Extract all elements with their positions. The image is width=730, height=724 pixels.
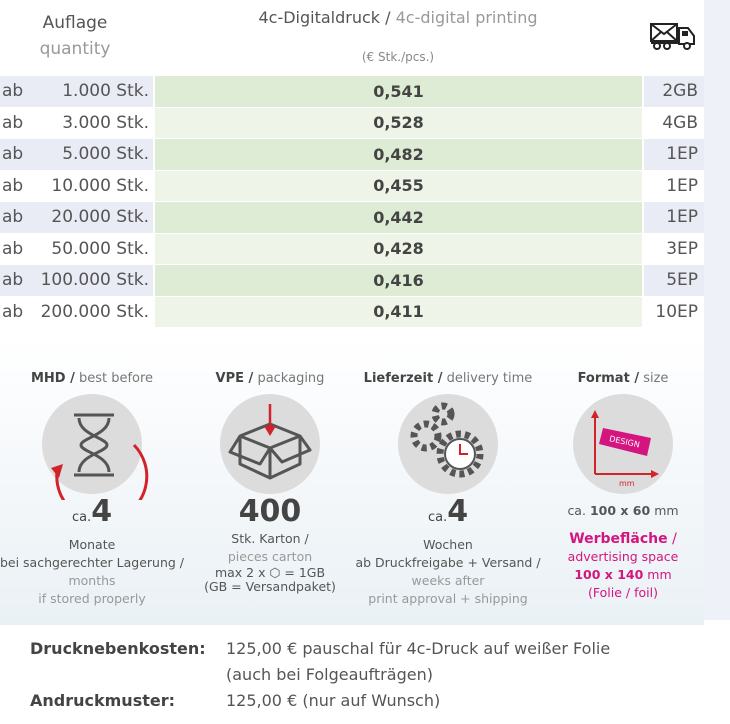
format-design-icon: DESIGN mm: [573, 394, 673, 494]
cell-ship: 1EP: [644, 202, 704, 233]
table-row: ab 20.000 Stk. 0,442 1EP: [0, 202, 704, 233]
cell-ab: ab: [2, 175, 24, 196]
info-delivery-time: Lieferzeit / delivery time ca.4 Wochen a…: [355, 371, 541, 606]
cell-ab: ab: [0, 139, 28, 170]
cell-price: 0,428: [153, 233, 644, 264]
cell-ship: 3EP: [666, 238, 698, 259]
cell-ship: 2GB: [644, 76, 704, 107]
cell-qty: 10.000 Stk.: [51, 175, 149, 196]
table-row: ab 100.000 Stk. 0,416 5EP: [0, 265, 704, 296]
cell-ab: ab: [2, 301, 24, 322]
cell-qty: 20.000 Stk.: [28, 202, 153, 233]
cell-ship: 4GB: [662, 112, 698, 133]
cell-price: 0,455: [153, 170, 644, 201]
cell-ship: 1EP: [666, 175, 698, 196]
info-format: Format / size DESIGN mm ca. 100 x 60 mm W…: [567, 371, 679, 600]
side-strip: [704, 0, 730, 620]
gears-clock-icon: [398, 394, 498, 494]
cell-qty: 1.000 Stk.: [28, 76, 153, 107]
cell-qty: 3.000 Stk.: [62, 112, 149, 133]
print-header: 4c-Digitaldruck / 4c-digital printing: [258, 8, 538, 27]
table-row: ab 1.000 Stk. 0,541 2GB: [0, 76, 704, 107]
cell-ab: ab: [2, 238, 24, 259]
cell-price: 0,528: [153, 107, 644, 138]
cell-price: 0,442: [153, 202, 644, 233]
table-row: ab 50.000 Stk. 0,428 3EP: [0, 233, 704, 264]
hourglass-icon: [42, 394, 149, 500]
table-row: ab 200.000 Stk. 0,411 10EP: [0, 296, 704, 327]
cell-price: 0,541: [153, 76, 644, 107]
table-row: ab 5.000 Stk. 0,482 1EP: [0, 139, 704, 170]
info-packaging: VPE / packaging 400 Stk. Karton / pieces…: [204, 371, 336, 594]
cell-price: 0,482: [153, 139, 644, 170]
unit-label: (€ Stk./pcs.): [361, 50, 435, 64]
cell-qty: 200.000 Stk.: [40, 301, 149, 322]
cell-ab: ab: [0, 265, 28, 296]
quantity-header: Auflage quantity: [39, 13, 111, 59]
table-header: Auflage quantity 4c-Digitaldruck / 4c-dig…: [0, 0, 704, 75]
cell-price: 0,411: [153, 296, 644, 327]
cell-ab: ab: [0, 202, 28, 233]
additional-costs: Drucknebenkosten: 125,00 € pauschal für 4…: [30, 639, 611, 710]
info-best-before: MHD / best before ca.4 Monate bei sachge…: [0, 371, 185, 606]
svg-text:mm: mm: [619, 479, 635, 488]
mail-truck-icon: [650, 23, 695, 50]
price-table: ab 1.000 Stk. 0,541 2GB ab 3.000 Stk. 0,528 4GB…: [0, 75, 704, 328]
cell-qty: 100.000 Stk.: [28, 265, 153, 296]
cell-qty: 50.000 Stk.: [51, 238, 149, 259]
cell-price: 0,416: [153, 265, 644, 296]
table-row: ab 10.000 Stk. 0,455 1EP: [0, 170, 704, 201]
cell-ship: 5EP: [644, 265, 704, 296]
cell-ship: 1EP: [644, 139, 704, 170]
table-row: ab 3.000 Stk. 0,528 4GB: [0, 107, 704, 138]
cell-ship: 10EP: [655, 301, 698, 322]
info-section: MHD / best before ca.4 Monate bei sachge…: [0, 340, 704, 625]
box-icon: [220, 394, 320, 494]
small-box-icon: ⬡: [269, 565, 281, 580]
cell-ab: ab: [2, 112, 24, 133]
cell-qty: 5.000 Stk.: [28, 139, 153, 170]
cell-ab: ab: [0, 76, 28, 107]
